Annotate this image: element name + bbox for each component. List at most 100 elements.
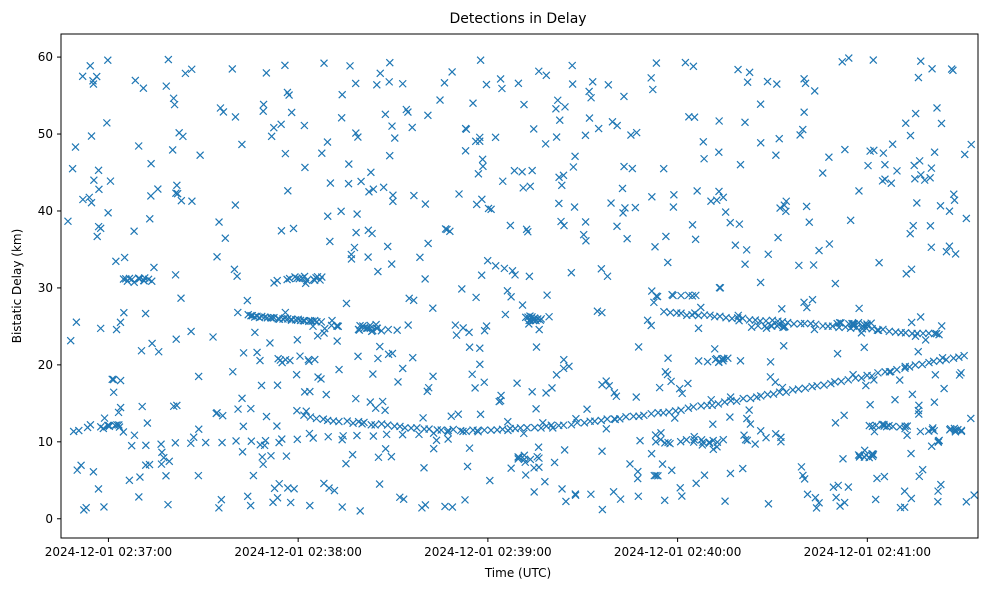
- detection-point: [246, 501, 255, 510]
- detection-point: [542, 388, 550, 397]
- detection-point: [776, 204, 785, 212]
- detection-point: [169, 94, 178, 103]
- detection-point: [295, 274, 304, 283]
- detection-point: [832, 493, 841, 502]
- detection-point: [781, 207, 790, 216]
- detection-point: [320, 324, 329, 333]
- detection-point: [945, 242, 954, 251]
- detection-point: [532, 343, 541, 351]
- detection-point: [469, 99, 477, 108]
- detection-point: [239, 422, 248, 431]
- detection-point: [283, 186, 292, 195]
- detection-point: [951, 250, 960, 258]
- detection-point: [145, 214, 154, 223]
- detection-point: [281, 149, 290, 158]
- detection-point: [421, 200, 430, 209]
- detection-point: [818, 169, 827, 177]
- detection-point: [603, 272, 612, 281]
- detection-point: [109, 388, 118, 397]
- detection-point: [89, 467, 98, 476]
- detection-point: [664, 438, 672, 447]
- detection-point: [764, 499, 773, 508]
- detection-point: [209, 333, 217, 341]
- detection-point: [404, 321, 413, 329]
- detection-point: [802, 303, 811, 312]
- detection-point: [141, 441, 150, 450]
- detection-point: [655, 383, 664, 392]
- detection-point: [77, 461, 86, 470]
- detection-point: [526, 455, 535, 464]
- detection-point: [893, 166, 901, 175]
- detection-point: [736, 160, 745, 169]
- detection-point: [921, 336, 930, 344]
- detection-point: [920, 176, 929, 185]
- detection-point: [108, 375, 117, 384]
- detection-point: [714, 358, 723, 367]
- detection-point: [480, 326, 489, 335]
- detection-point: [69, 427, 78, 436]
- detection-point: [373, 267, 382, 276]
- detection-point: [400, 423, 409, 432]
- detection-point: [720, 398, 729, 406]
- detection-point: [540, 477, 549, 486]
- detection-point: [633, 467, 642, 476]
- detection-point: [353, 431, 361, 440]
- detection-point: [864, 161, 872, 170]
- detection-point: [721, 497, 729, 506]
- detection-point: [480, 426, 489, 435]
- detection-point: [71, 143, 80, 152]
- detection-point: [621, 203, 629, 212]
- detection-point: [837, 377, 846, 386]
- detection-point: [580, 418, 589, 427]
- detection-point: [911, 109, 920, 118]
- detection-point: [840, 498, 849, 507]
- detection-point: [597, 264, 606, 273]
- detection-point: [726, 393, 735, 402]
- detection-point: [468, 370, 477, 379]
- detection-point: [463, 462, 472, 471]
- detection-point: [282, 452, 291, 461]
- detection-point: [425, 425, 434, 433]
- detection-point: [521, 458, 530, 467]
- detection-point: [66, 336, 75, 345]
- detection-point: [93, 232, 102, 241]
- detection-point: [335, 365, 343, 374]
- detection-point: [647, 73, 656, 82]
- detection-point: [305, 357, 313, 366]
- plot-area: [64, 54, 978, 515]
- detection-point: [942, 247, 951, 256]
- detection-point: [616, 495, 625, 504]
- detection-point: [201, 438, 210, 447]
- detection-point: [868, 450, 876, 458]
- detection-point: [136, 473, 144, 482]
- detection-point: [170, 100, 179, 109]
- detection-point: [551, 104, 560, 113]
- detection-point: [587, 93, 596, 102]
- detection-point: [455, 190, 463, 198]
- detection-point: [388, 122, 396, 131]
- detection-point: [610, 414, 619, 423]
- detection-point: [684, 291, 693, 300]
- detection-point: [916, 57, 925, 66]
- detection-point: [187, 197, 196, 206]
- detection-point: [534, 443, 543, 452]
- detection-point: [377, 419, 386, 428]
- detection-point: [938, 353, 947, 362]
- detection-point: [87, 198, 96, 207]
- detection-point: [860, 343, 869, 352]
- detection-point: [619, 209, 627, 217]
- detection-point: [857, 374, 866, 382]
- detection-point: [855, 304, 864, 313]
- detection-point: [960, 351, 969, 360]
- detection-point: [102, 118, 111, 127]
- detection-point: [583, 405, 591, 414]
- detection-point: [389, 191, 397, 200]
- detection-point: [675, 384, 684, 393]
- detection-point: [585, 114, 594, 123]
- detection-point: [800, 298, 808, 307]
- detection-point: [895, 376, 904, 384]
- detection-point: [677, 406, 685, 415]
- detection-point: [300, 121, 309, 130]
- detection-point: [767, 321, 775, 330]
- detection-point: [840, 411, 849, 420]
